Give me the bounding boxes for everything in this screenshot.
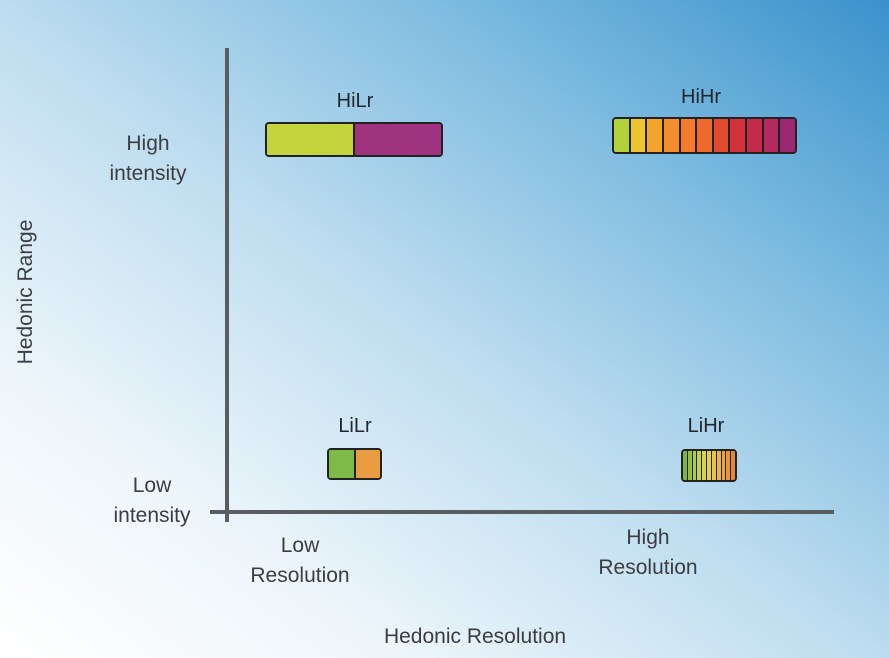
x-tick-high-line2: Resolution xyxy=(598,556,698,579)
x-tick-high: High Resolution xyxy=(586,523,710,583)
x-tick-high-line1: High xyxy=(626,526,670,549)
x-tick-low: Low Resolution xyxy=(238,531,362,591)
color-segment-hilr-1 xyxy=(267,124,355,155)
color-segment-lihr-8 xyxy=(716,451,722,480)
color-bar-lihr xyxy=(681,449,737,482)
color-segment-lihr-2 xyxy=(687,451,693,480)
color-segment-hihr-8 xyxy=(730,119,748,152)
color-segment-hilr-2 xyxy=(355,124,441,155)
color-segment-hihr-11 xyxy=(780,119,795,152)
quadrant-label-hihr: HiHr xyxy=(681,86,721,108)
color-segment-hihr-10 xyxy=(763,119,781,152)
y-tick-high-line2: intensity xyxy=(109,162,187,185)
color-segment-lihr-5 xyxy=(702,451,708,480)
color-segment-hihr-6 xyxy=(697,119,714,152)
y-tick-high-line1: High xyxy=(126,132,170,155)
color-segment-lihr-3 xyxy=(692,451,698,480)
color-bar-lilr xyxy=(327,448,382,480)
color-segment-lilr-1 xyxy=(329,450,356,478)
color-segment-lihr-9 xyxy=(721,451,727,480)
quadrant-label-lilr: LiLr xyxy=(338,415,372,437)
quadrant-label-hilr: HiLr xyxy=(336,90,374,112)
x-axis-line xyxy=(210,510,834,514)
color-segment-lihr-4 xyxy=(697,451,703,480)
color-segment-lihr-10 xyxy=(726,451,732,480)
y-tick-low-line1: Low xyxy=(132,474,172,497)
x-tick-low-line1: Low xyxy=(280,534,320,557)
color-segment-lilr-2 xyxy=(355,450,380,478)
color-segment-hihr-1 xyxy=(614,119,631,152)
y-axis-line xyxy=(225,48,229,522)
color-segment-lihr-11 xyxy=(731,451,735,480)
y-tick-high: High intensity xyxy=(100,129,196,189)
color-segment-lihr-1 xyxy=(683,451,688,480)
color-segment-hihr-5 xyxy=(680,119,698,152)
x-tick-low-line2: Resolution xyxy=(250,564,350,587)
color-bar-hilr xyxy=(265,122,443,157)
color-segment-hihr-4 xyxy=(663,119,681,152)
y-tick-low-line2: intensity xyxy=(113,504,191,527)
color-segment-hihr-7 xyxy=(713,119,731,152)
x-axis-title: Hedonic Resolution xyxy=(383,625,567,648)
y-axis-title: Hedonic Range xyxy=(14,219,37,365)
color-segment-lihr-7 xyxy=(711,451,717,480)
color-segment-hihr-9 xyxy=(747,119,764,152)
color-segment-hihr-3 xyxy=(647,119,664,152)
color-segment-hihr-2 xyxy=(630,119,648,152)
quadrant-label-lihr: LiHr xyxy=(687,415,725,437)
color-bar-hihr xyxy=(612,117,797,154)
y-tick-low: Low intensity xyxy=(100,471,204,531)
color-segment-lihr-6 xyxy=(707,451,712,480)
